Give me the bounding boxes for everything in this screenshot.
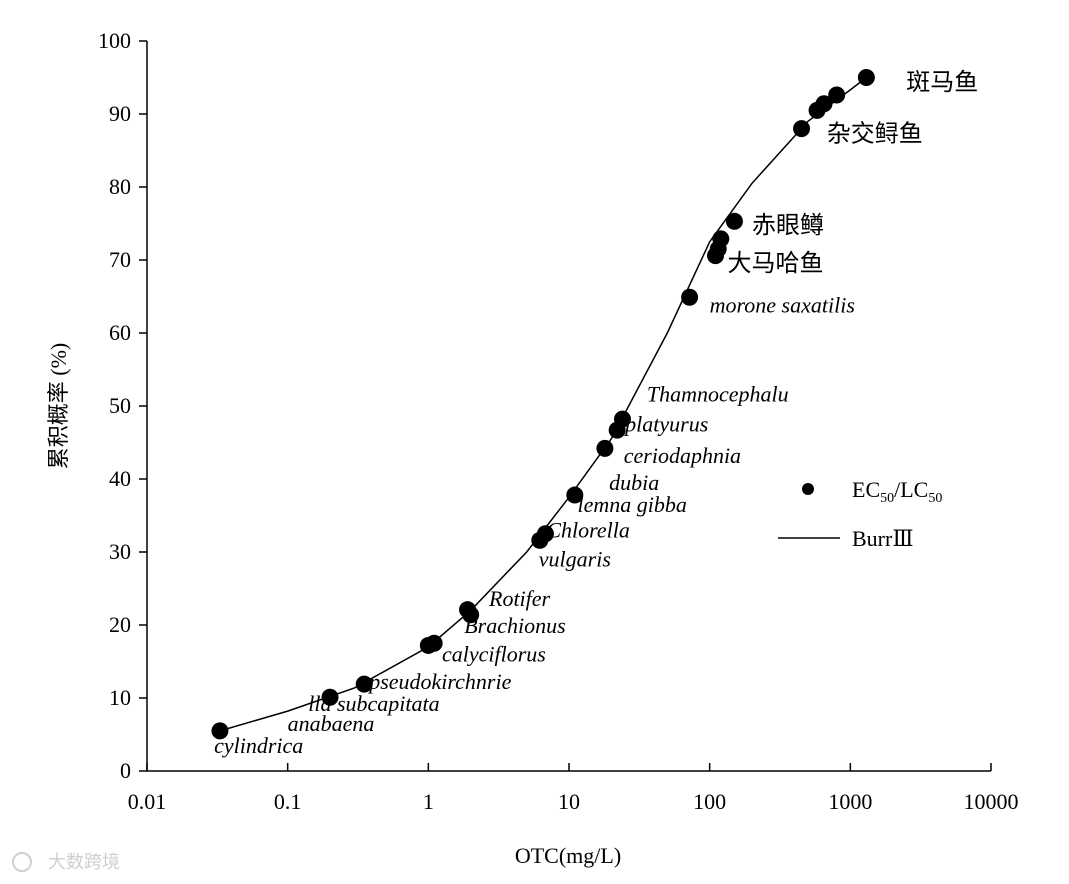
y-tick-label: 70 bbox=[109, 247, 131, 272]
data-point bbox=[828, 86, 846, 104]
data-point bbox=[815, 95, 833, 113]
x-tick-label: 10 bbox=[558, 789, 580, 814]
x-tick-label: 1000 bbox=[828, 789, 872, 814]
legend-point-marker bbox=[802, 483, 814, 495]
species-label: 赤眼鳟 bbox=[752, 212, 824, 239]
x-axis-title: OTC(mg/L) bbox=[515, 843, 621, 868]
species-label: 大马哈鱼 bbox=[728, 250, 824, 277]
species-label: lemna gibba bbox=[578, 492, 687, 517]
data-point bbox=[681, 288, 699, 306]
species-label: splatyurus bbox=[617, 412, 709, 437]
data-points-layer bbox=[211, 69, 875, 740]
species-label: calyciflorus bbox=[442, 642, 546, 667]
legend: EC50/LC50 BurrⅢ bbox=[778, 477, 942, 551]
species-label: vulgaris bbox=[539, 547, 611, 572]
legend-line-label: BurrⅢ bbox=[852, 526, 914, 551]
species-label: dubia bbox=[609, 470, 659, 495]
data-point bbox=[321, 688, 339, 706]
watermark-text: 大数跨境 bbox=[48, 852, 120, 873]
y-tick-label: 50 bbox=[109, 393, 131, 418]
axes: 0 10 20 30 40 50 60 70 80 90 100 0.01 0.1 1 10 100 1000 1… bbox=[98, 28, 1019, 814]
legend-points-label: EC50/LC50 bbox=[852, 477, 942, 506]
y-tick-label: 100 bbox=[98, 28, 131, 53]
data-point bbox=[425, 634, 443, 652]
data-point bbox=[536, 525, 554, 543]
x-tick-label: 0.1 bbox=[274, 789, 302, 814]
data-point bbox=[566, 486, 584, 504]
species-label: morone saxatilis bbox=[710, 293, 855, 318]
y-tick-label: 10 bbox=[109, 685, 131, 710]
y-axis-title: 累积概率 (%) bbox=[46, 343, 71, 469]
species-label: anabaena bbox=[288, 711, 375, 736]
species-label: pseudokirchnrie bbox=[367, 669, 511, 694]
species-label: lla subcapitata bbox=[308, 691, 439, 716]
species-label: cylindrica bbox=[214, 733, 303, 758]
species-label: 斑马鱼 bbox=[906, 69, 978, 96]
data-point bbox=[211, 722, 229, 740]
y-tick-label: 40 bbox=[109, 466, 131, 491]
species-label: Thamnocephalu bbox=[647, 382, 789, 407]
x-tick-label: 1 bbox=[423, 789, 434, 814]
data-point bbox=[712, 230, 730, 248]
species-label: Brachionus bbox=[464, 613, 565, 638]
watermark-logo-icon bbox=[12, 852, 32, 872]
watermark: 大数跨境 bbox=[12, 852, 120, 873]
y-tick-label: 60 bbox=[109, 320, 131, 345]
y-tick-label: 20 bbox=[109, 612, 131, 637]
data-point bbox=[857, 69, 875, 86]
data-point bbox=[355, 675, 373, 693]
y-tick-label: 30 bbox=[109, 539, 131, 564]
data-point bbox=[462, 606, 480, 624]
species-label: 杂交鲟鱼 bbox=[827, 121, 923, 148]
data-point bbox=[596, 439, 614, 457]
y-tick-label: 0 bbox=[120, 758, 131, 783]
y-tick-label: 90 bbox=[109, 101, 131, 126]
x-tick-label: 100 bbox=[693, 789, 726, 814]
species-label: ceriodaphnia bbox=[624, 443, 741, 468]
data-point bbox=[613, 410, 631, 428]
y-tick-label: 80 bbox=[109, 174, 131, 199]
species-label: Rotifer bbox=[488, 586, 551, 611]
x-tick-label: 0.01 bbox=[128, 789, 167, 814]
data-point bbox=[725, 212, 743, 230]
x-tick-label: 10000 bbox=[964, 789, 1019, 814]
data-point bbox=[793, 120, 811, 138]
species-label: Chlorella bbox=[546, 517, 630, 542]
